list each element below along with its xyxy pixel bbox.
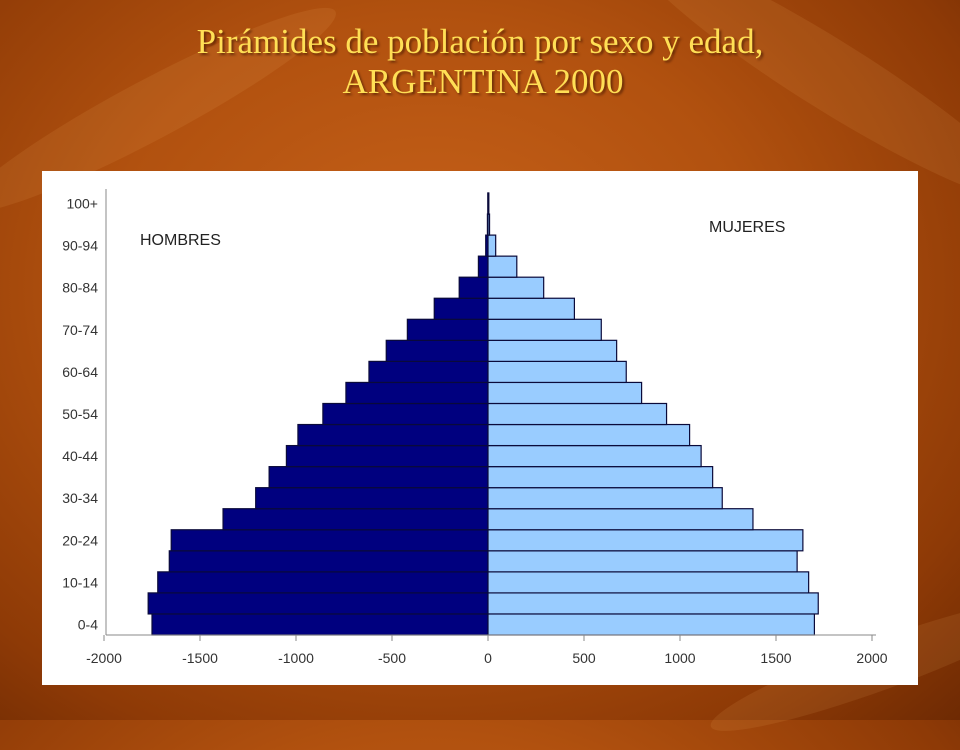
chart-panel: HOMBRES MUJERES -2000 -1500 -1000 -500 0 500 1… xyxy=(42,171,918,685)
slide-title-line1: Pirámides de población por sexo y edad, xyxy=(196,22,764,61)
x-tick-label: -1500 xyxy=(182,650,218,666)
bar-mujeres-85-89 xyxy=(487,255,518,278)
bar-mujeres-10-14 xyxy=(487,571,810,594)
x-tick-label: -2000 xyxy=(86,650,122,666)
population-pyramid-chart: HOMBRES MUJERES -2000 -1500 -1000 -500 0 500 1… xyxy=(62,189,888,666)
y-tick-label: 50-54 xyxy=(62,406,98,422)
bar-hombres-80-84 xyxy=(458,276,489,299)
bar-hombres-20-24 xyxy=(170,529,489,552)
bar-hombres-65-69 xyxy=(385,339,489,362)
y-tick-label: 10-14 xyxy=(62,574,98,590)
bar-mujeres-45-49 xyxy=(487,423,691,447)
bar-hombres-10-14 xyxy=(157,571,489,594)
y-tick-label: 100+ xyxy=(66,196,98,212)
bar-mujeres-25-29 xyxy=(487,508,754,531)
y-tick-label: 70-74 xyxy=(62,322,98,338)
bar-hombres-0-4 xyxy=(151,613,489,636)
bar-hombres-55-59 xyxy=(345,381,489,405)
y-tick-label: 80-84 xyxy=(62,280,98,296)
y-tick-label: 0-4 xyxy=(78,616,98,632)
x-tick-label: 0 xyxy=(484,650,492,666)
y-tick-label: 30-34 xyxy=(62,490,98,506)
y-tick-label: 90-94 xyxy=(62,238,98,254)
bar-hombres-5-9 xyxy=(147,592,489,615)
bar-hombres-30-34 xyxy=(255,487,489,510)
x-tick-label: 500 xyxy=(572,650,596,666)
bar-mujeres-90-94 xyxy=(487,234,497,257)
bar-mujeres-65-69 xyxy=(487,339,618,362)
bar-hombres-70-74 xyxy=(406,318,489,341)
bar-hombres-45-49 xyxy=(297,423,489,447)
x-tick-label: 1500 xyxy=(760,650,791,666)
bar-mujeres-35-39 xyxy=(487,466,714,489)
bar-mujeres-80-84 xyxy=(487,276,545,299)
bar-mujeres-5-9 xyxy=(487,592,819,615)
bar-hombres-40-44 xyxy=(285,444,489,468)
x-tick-label: -1000 xyxy=(278,650,314,666)
bar-mujeres-100+ xyxy=(487,192,490,215)
bar-mujeres-20-24 xyxy=(487,529,804,552)
bar-hombres-60-64 xyxy=(368,360,489,384)
bar-mujeres-15-19 xyxy=(487,550,798,573)
bar-hombres-50-54 xyxy=(322,402,489,426)
bar-mujeres-40-44 xyxy=(487,444,702,468)
legend-label-hombres: HOMBRES xyxy=(140,232,221,249)
bar-hombres-75-79 xyxy=(433,297,489,320)
bar-mujeres-75-79 xyxy=(487,297,576,320)
bar-mujeres-0-4 xyxy=(487,613,815,636)
bar-mujeres-55-59 xyxy=(487,381,643,405)
x-tick-label: 1000 xyxy=(664,650,695,666)
y-tick-label: 60-64 xyxy=(62,364,98,380)
bar-mujeres-50-54 xyxy=(487,402,668,426)
x-tick-label: 2000 xyxy=(856,650,887,666)
slide-title: Pirámides de población por sexo y edad, … xyxy=(0,22,960,102)
slide-title-line2: ARGENTINA 2000 xyxy=(342,62,624,101)
bar-mujeres-60-64 xyxy=(487,360,627,384)
bar-mujeres-70-74 xyxy=(487,318,602,341)
bar-hombres-25-29 xyxy=(222,508,489,531)
y-tick-label: 40-44 xyxy=(62,448,98,464)
bar-mujeres-95-99 xyxy=(487,213,491,236)
x-tick-label: -500 xyxy=(378,650,406,666)
bar-hombres-85-89 xyxy=(477,255,489,278)
legend-label-mujeres: MUJERES xyxy=(709,219,785,236)
bar-mujeres-30-34 xyxy=(487,487,723,510)
bar-hombres-15-19 xyxy=(168,550,489,573)
y-tick-label: 20-24 xyxy=(62,532,98,548)
bar-hombres-35-39 xyxy=(268,466,489,489)
